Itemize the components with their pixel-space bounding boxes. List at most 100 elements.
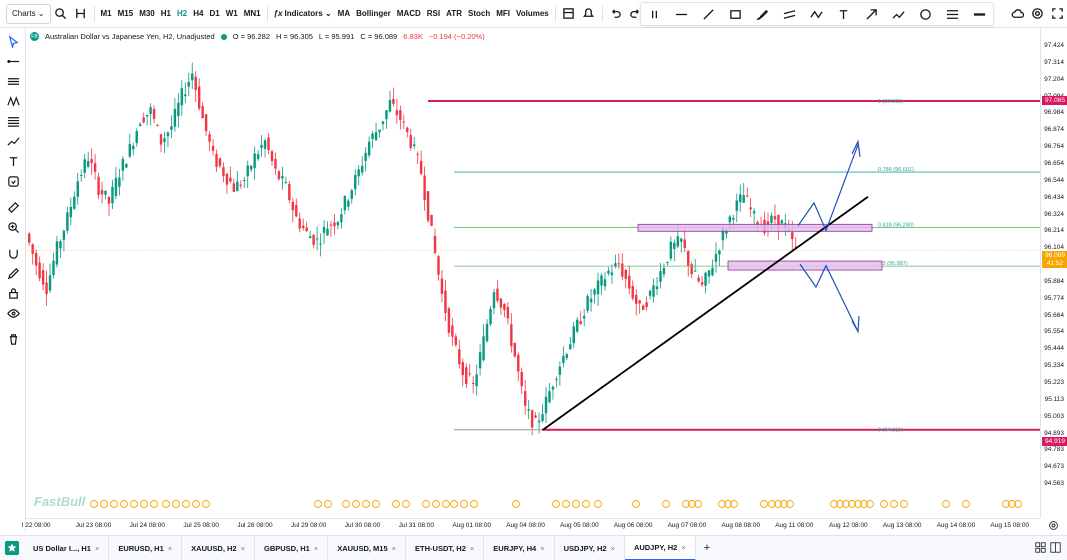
study-bollinger[interactable]: Bollinger xyxy=(356,9,391,18)
symbol-tab[interactable]: GBPUSD, H1 × xyxy=(255,535,329,560)
time-tick: Aug 04 08:00 xyxy=(506,522,545,529)
symbol-tab[interactable]: ETH-USDT, H2 × xyxy=(406,535,485,560)
drawing-mode-icon[interactable] xyxy=(0,263,26,283)
timeframe-h2[interactable]: H2 xyxy=(176,9,188,18)
symbol-tabs: US Dollar I..., H1 × EURUSD, H1 × XAUUSD, H2… xyxy=(0,535,1067,560)
fullscreen-icon[interactable] xyxy=(1047,4,1067,24)
study-ma[interactable]: MA xyxy=(337,9,351,18)
event-marker-icon xyxy=(90,500,98,508)
symbol-tab[interactable]: US Dollar I..., H1 × xyxy=(24,535,110,560)
close-tab-icon[interactable]: × xyxy=(94,543,100,553)
time-scale[interactable]: l 22 08:00 Jul 23 08:00 Jul 24 08:00 Jul 25… xyxy=(22,518,1040,532)
pattern-icon[interactable] xyxy=(807,4,827,24)
channel-icon[interactable] xyxy=(780,4,800,24)
close-tab-icon[interactable]: × xyxy=(610,543,615,553)
circle-icon[interactable] xyxy=(915,4,935,24)
event-marker-icon xyxy=(724,500,732,508)
fib-retracement-icon[interactable] xyxy=(942,4,962,24)
symbol-tab[interactable]: USDJPY, H2 × xyxy=(555,535,625,560)
candle-body xyxy=(447,308,451,333)
close-tab-icon[interactable]: × xyxy=(681,542,686,552)
grid-layout-icon[interactable] xyxy=(1035,541,1046,555)
timeframe-h1[interactable]: H1 xyxy=(160,9,171,18)
tab-list: US Dollar I..., H1 × EURUSD, H1 × XAUUSD, H2… xyxy=(24,535,696,560)
close-tab-icon[interactable]: × xyxy=(469,543,475,553)
ruler-icon[interactable] xyxy=(0,197,26,217)
timeframe-d1[interactable]: D1 xyxy=(209,9,220,18)
candle-body xyxy=(295,205,298,217)
study-stoch[interactable]: Stoch xyxy=(467,9,491,18)
symbol-tab[interactable]: EURJPY, H4 × xyxy=(484,535,555,560)
symbol-tab[interactable]: XAUUSD, M15 × xyxy=(328,535,407,560)
star-icon[interactable] xyxy=(0,536,24,560)
study-mfi[interactable]: MFI xyxy=(496,9,510,18)
charts-menu-button[interactable]: Charts ⌄ xyxy=(6,3,51,24)
time-tick: Aug 07 08:00 xyxy=(667,522,707,529)
candle-body xyxy=(534,415,537,418)
candle-body xyxy=(791,232,794,240)
price-scale[interactable]: 97.42497.31497.20497.09496.98496.87496.7… xyxy=(1040,28,1067,518)
study-macd[interactable]: MACD xyxy=(396,9,421,18)
close-tab-icon[interactable]: × xyxy=(391,543,397,553)
pattern-tool-icon[interactable] xyxy=(0,91,26,111)
add-tab-button[interactable]: + xyxy=(703,542,711,554)
trash-icon[interactable] xyxy=(0,329,26,349)
close-tab-icon[interactable]: × xyxy=(540,543,545,553)
tab-label: GBPUSD, H1 xyxy=(263,543,310,553)
settings-icon[interactable] xyxy=(1027,4,1047,24)
path-icon[interactable] xyxy=(888,4,908,24)
parallel-channel-icon[interactable] xyxy=(0,71,26,91)
timeframe-mn1[interactable]: MN1 xyxy=(243,9,261,18)
annotation-icon[interactable] xyxy=(0,171,26,191)
close-tab-icon[interactable]: × xyxy=(240,543,245,553)
chart-canvas[interactable]: 1 (97.065) 0.786 (96.601) 0.618 (96.240) 0.… xyxy=(26,28,1040,518)
study-volumes[interactable]: Volumes xyxy=(516,9,549,18)
layout-icon[interactable] xyxy=(559,4,579,24)
close-tab-icon[interactable]: × xyxy=(313,543,319,553)
alert-icon[interactable] xyxy=(579,4,599,24)
price-tick: 95.554 xyxy=(1044,328,1064,336)
panel-layout-icon[interactable] xyxy=(1050,541,1061,555)
candle-body xyxy=(125,163,128,168)
rectangle-icon[interactable] xyxy=(726,4,746,24)
time-tick: Aug 06 08:00 xyxy=(613,522,653,529)
time-tick: Aug 12 08:00 xyxy=(829,522,868,529)
compare-icon[interactable] xyxy=(71,4,91,24)
study-rsi[interactable]: RSI xyxy=(426,9,441,18)
timeframe-h4[interactable]: H4 xyxy=(193,9,204,18)
magnet-icon[interactable] xyxy=(0,243,26,263)
undo-icon[interactable] xyxy=(606,4,626,24)
candle-body xyxy=(687,251,690,266)
cloud-icon[interactable] xyxy=(1007,4,1027,24)
lock-icon[interactable] xyxy=(0,283,26,303)
scale-settings-icon[interactable] xyxy=(1048,520,1060,532)
fib-tool-icon[interactable] xyxy=(0,111,26,131)
timeframe-m1[interactable]: M1 xyxy=(100,9,112,18)
text-icon[interactable] xyxy=(834,4,854,24)
candle-body xyxy=(367,141,371,156)
brush-icon[interactable] xyxy=(753,4,773,24)
search-icon[interactable] xyxy=(51,4,71,24)
timeframe-m15[interactable]: M15 xyxy=(117,9,134,18)
text-tool-icon[interactable] xyxy=(0,151,26,171)
arrow-icon[interactable] xyxy=(861,4,881,24)
line-style-icon[interactable] xyxy=(969,4,989,24)
symbol-tab[interactable]: XAUUSD, H2 × xyxy=(182,535,255,560)
projection-icon[interactable] xyxy=(0,131,26,151)
study-atr[interactable]: ATR xyxy=(446,9,462,18)
drag-handle-icon[interactable] xyxy=(645,4,665,24)
horizontal-line-icon[interactable] xyxy=(672,4,692,24)
candle-body xyxy=(530,410,534,428)
close-tab-icon[interactable]: × xyxy=(167,543,173,553)
redo-icon[interactable] xyxy=(626,4,646,24)
cursor-icon[interactable] xyxy=(0,31,26,51)
trend-line-icon[interactable] xyxy=(699,4,719,24)
symbol-tab[interactable]: AUDJPY, H2 × xyxy=(624,535,696,560)
timeframe-w1[interactable]: W1 xyxy=(225,9,238,18)
zoom-in-icon[interactable] xyxy=(0,217,26,237)
horizontal-ray-icon[interactable] xyxy=(0,51,26,71)
symbol-tab[interactable]: EURUSD, H1 × xyxy=(109,535,183,560)
eye-icon[interactable] xyxy=(0,303,26,323)
timeframe-m30[interactable]: M30 xyxy=(139,9,155,18)
indicators-button[interactable]: ƒx Indicators ⌄ xyxy=(273,9,332,18)
